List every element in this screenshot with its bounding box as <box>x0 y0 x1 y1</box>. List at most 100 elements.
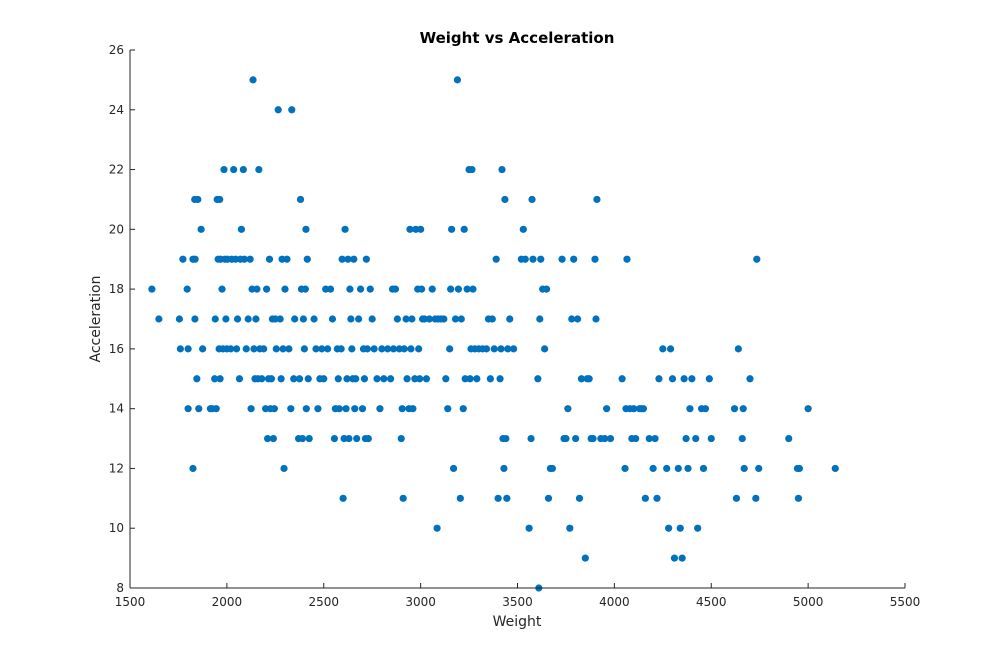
data-point <box>290 375 298 383</box>
data-point <box>422 375 431 383</box>
y-tick-label: 14 <box>109 402 124 416</box>
data-point <box>324 345 332 353</box>
data-point <box>339 494 347 502</box>
data-point <box>194 195 202 204</box>
y-tick-label: 20 <box>109 222 124 236</box>
data-point <box>341 225 349 233</box>
data-point <box>291 315 299 323</box>
data-point <box>707 434 715 443</box>
data-point <box>449 464 458 473</box>
data-point <box>558 255 566 263</box>
data-point <box>541 345 549 353</box>
x-tick-label: 4000 <box>599 595 630 609</box>
data-point <box>155 315 163 323</box>
x-tick-label: 2000 <box>212 595 243 609</box>
data-point <box>621 464 629 473</box>
data-point <box>310 315 318 323</box>
data-point <box>447 285 455 293</box>
data-point <box>386 375 395 383</box>
data-point <box>753 255 761 263</box>
data-point <box>183 285 191 293</box>
data-point <box>504 345 512 353</box>
data-point <box>300 345 308 353</box>
data-point <box>433 524 441 532</box>
data-point <box>454 285 463 293</box>
data-point <box>416 375 424 383</box>
data-point <box>649 464 657 473</box>
data-point <box>490 345 498 353</box>
data-point <box>459 405 467 413</box>
data-point <box>391 285 400 293</box>
data-point <box>281 285 289 293</box>
data-point <box>804 405 812 413</box>
data-point <box>463 285 471 293</box>
data-point <box>603 405 611 413</box>
data-point <box>343 375 351 383</box>
data-point <box>378 345 386 353</box>
data-point <box>542 285 551 293</box>
data-point <box>216 375 224 383</box>
data-point <box>755 464 763 473</box>
data-point <box>572 434 580 443</box>
data-point <box>831 464 839 473</box>
data-point <box>216 195 224 204</box>
data-point <box>568 315 576 323</box>
data-point <box>302 225 310 233</box>
data-point <box>298 434 307 443</box>
data-point <box>403 375 411 383</box>
data-point <box>537 255 545 263</box>
data-point <box>581 554 589 562</box>
data-point <box>274 106 282 114</box>
data-point <box>469 285 477 293</box>
data-point <box>494 494 502 502</box>
data-point <box>456 494 464 502</box>
data-point <box>510 345 518 353</box>
data-point <box>451 315 460 323</box>
data-point <box>534 375 542 383</box>
data-point <box>577 375 586 383</box>
data-point <box>492 255 500 263</box>
data-point <box>425 315 433 323</box>
data-point <box>440 315 448 323</box>
data-point <box>705 375 713 383</box>
data-point <box>318 345 326 353</box>
data-point <box>739 405 747 413</box>
data-point <box>334 375 342 383</box>
data-point <box>468 165 476 174</box>
data-point <box>338 255 346 263</box>
data-point <box>295 375 304 383</box>
data-point <box>591 255 599 263</box>
data-point <box>519 225 527 233</box>
x-axis-label: Weight <box>493 614 542 630</box>
data-point <box>240 255 248 263</box>
data-point <box>348 345 356 353</box>
data-point <box>302 405 310 413</box>
data-point <box>525 524 533 532</box>
data-point <box>446 345 454 353</box>
data-point <box>497 345 505 353</box>
data-point <box>263 434 272 443</box>
data-point <box>406 225 414 233</box>
data-point <box>562 434 570 443</box>
data-point <box>276 315 284 323</box>
data-point <box>536 315 544 323</box>
data-point <box>363 345 371 353</box>
data-point <box>701 405 710 413</box>
data-point <box>211 375 219 383</box>
data-point <box>330 434 339 443</box>
data-point <box>397 434 405 443</box>
data-point <box>262 285 271 293</box>
data-point <box>283 255 291 263</box>
data-point <box>653 494 661 502</box>
y-tick-label: 10 <box>109 521 124 535</box>
data-point <box>663 464 671 473</box>
data-point <box>623 255 631 263</box>
data-point <box>362 255 370 263</box>
data-point <box>506 315 514 323</box>
data-point <box>659 345 667 353</box>
data-point <box>651 434 659 443</box>
data-point <box>575 494 584 502</box>
data-point <box>665 524 673 532</box>
data-point <box>734 345 742 353</box>
